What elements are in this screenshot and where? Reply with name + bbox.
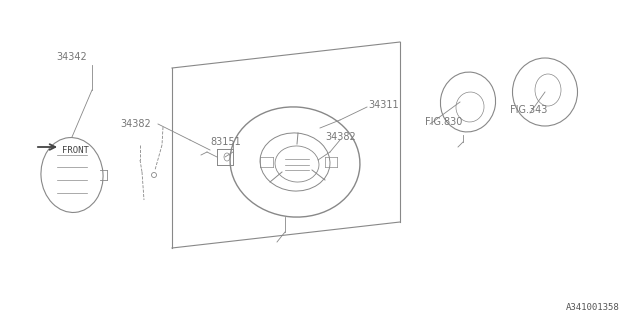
- Text: FIG.343: FIG.343: [510, 105, 547, 115]
- Text: A341001358: A341001358: [566, 303, 620, 312]
- Text: 34311: 34311: [368, 100, 399, 110]
- Text: 34382: 34382: [325, 132, 356, 142]
- Text: FIG.830: FIG.830: [425, 117, 462, 127]
- Text: 83151: 83151: [210, 137, 241, 147]
- Text: 34342: 34342: [56, 52, 88, 62]
- Text: 34382: 34382: [120, 119, 151, 129]
- Text: FRONT: FRONT: [62, 146, 89, 155]
